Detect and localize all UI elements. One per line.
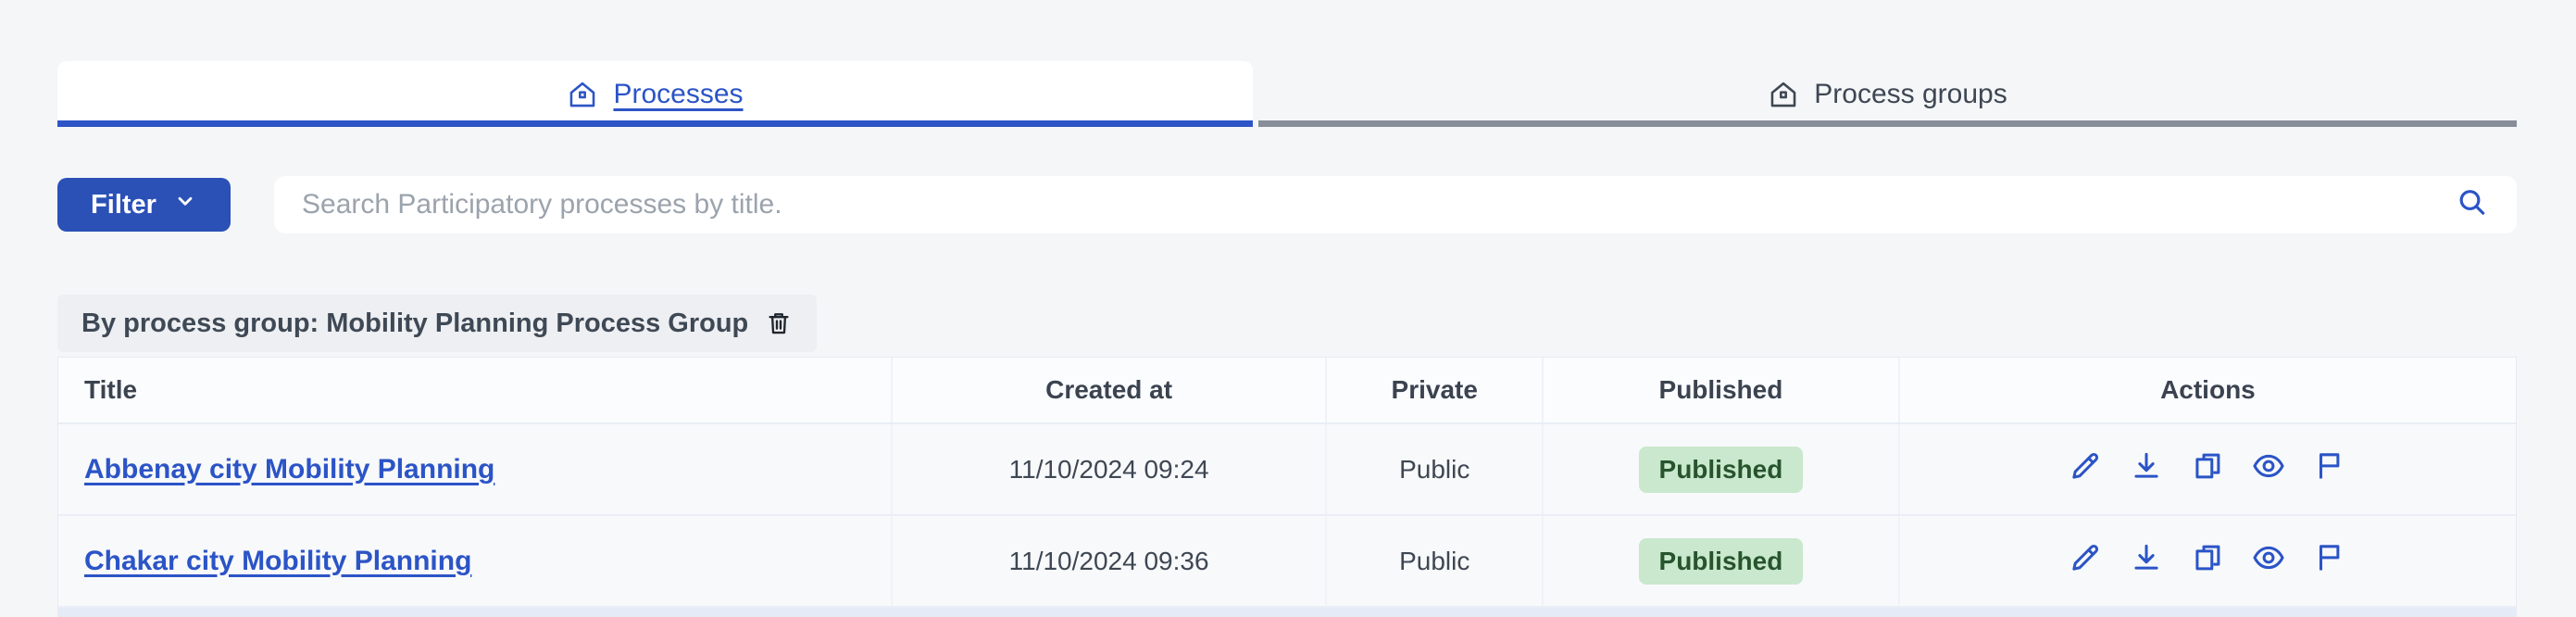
table-bottom-border <box>58 608 2516 616</box>
download-icon[interactable] <box>2129 540 2164 575</box>
processes-table: Title Created at Private Published Actio… <box>57 357 2517 617</box>
flag-icon[interactable] <box>2312 448 2347 484</box>
row-actions <box>2068 448 2347 484</box>
column-header-created-at: Created at <box>890 358 1327 424</box>
flag-icon[interactable] <box>2312 540 2347 575</box>
published-cell: Published <box>1542 423 1899 516</box>
search-input[interactable] <box>274 176 2517 233</box>
table-row: Chakar city Mobility Planning 11/10/2024… <box>58 515 2516 608</box>
filter-button[interactable]: Filter <box>57 178 231 232</box>
filter-search-toolbar: Filter <box>57 176 2517 233</box>
column-header-private: Private <box>1325 358 1543 424</box>
table-header-row: Title Created at Private Published Actio… <box>58 358 2516 424</box>
search-field-wrap <box>274 176 2517 233</box>
download-icon[interactable] <box>2129 448 2164 484</box>
preview-icon[interactable] <box>2251 448 2286 484</box>
process-title-cell: Abbenay city Mobility Planning <box>58 423 892 516</box>
tab-process-groups[interactable]: Process groups <box>1258 61 2517 127</box>
tab-processes[interactable]: Processes <box>57 61 1253 127</box>
home-icon <box>567 79 598 110</box>
copy-icon[interactable] <box>2190 540 2225 575</box>
home-icon <box>1768 79 1799 110</box>
published-badge: Published <box>1638 446 1804 493</box>
search-icon[interactable] <box>2454 184 2491 226</box>
active-filter-label: By process group: Mobility Planning Proc… <box>81 308 749 338</box>
process-title-link[interactable]: Abbenay city Mobility Planning <box>84 453 495 485</box>
process-title-link[interactable]: Chakar city Mobility Planning <box>84 545 472 576</box>
table-row: Abbenay city Mobility Planning 11/10/202… <box>58 423 2516 516</box>
chevron-down-icon <box>173 189 197 220</box>
trash-icon[interactable] <box>765 309 793 337</box>
copy-icon[interactable] <box>2190 448 2225 484</box>
edit-icon[interactable] <box>2068 448 2103 484</box>
tab-bar: Processes Process groups <box>57 61 2517 127</box>
active-filters-row: By process group: Mobility Planning Proc… <box>57 295 2517 352</box>
published-cell: Published <box>1542 515 1899 608</box>
actions-cell <box>1897 515 2516 608</box>
edit-icon[interactable] <box>2068 540 2103 575</box>
row-actions <box>2068 540 2347 575</box>
actions-cell <box>1897 423 2516 516</box>
private-cell: Public <box>1325 423 1543 516</box>
column-header-published: Published <box>1542 358 1899 424</box>
active-filter-chip: By process group: Mobility Planning Proc… <box>57 295 818 352</box>
column-header-actions: Actions <box>1897 358 2516 424</box>
created-at-cell: 11/10/2024 09:24 <box>890 423 1327 516</box>
column-header-title: Title <box>58 358 892 424</box>
filter-button-label: Filter <box>91 189 156 220</box>
tab-process-groups-label: Process groups <box>1814 78 2007 109</box>
preview-icon[interactable] <box>2251 540 2286 575</box>
private-cell: Public <box>1325 515 1543 608</box>
process-title-cell: Chakar city Mobility Planning <box>58 515 892 608</box>
tab-processes-label: Processes <box>613 78 744 109</box>
created-at-cell: 11/10/2024 09:36 <box>890 515 1327 608</box>
published-badge: Published <box>1638 537 1804 585</box>
